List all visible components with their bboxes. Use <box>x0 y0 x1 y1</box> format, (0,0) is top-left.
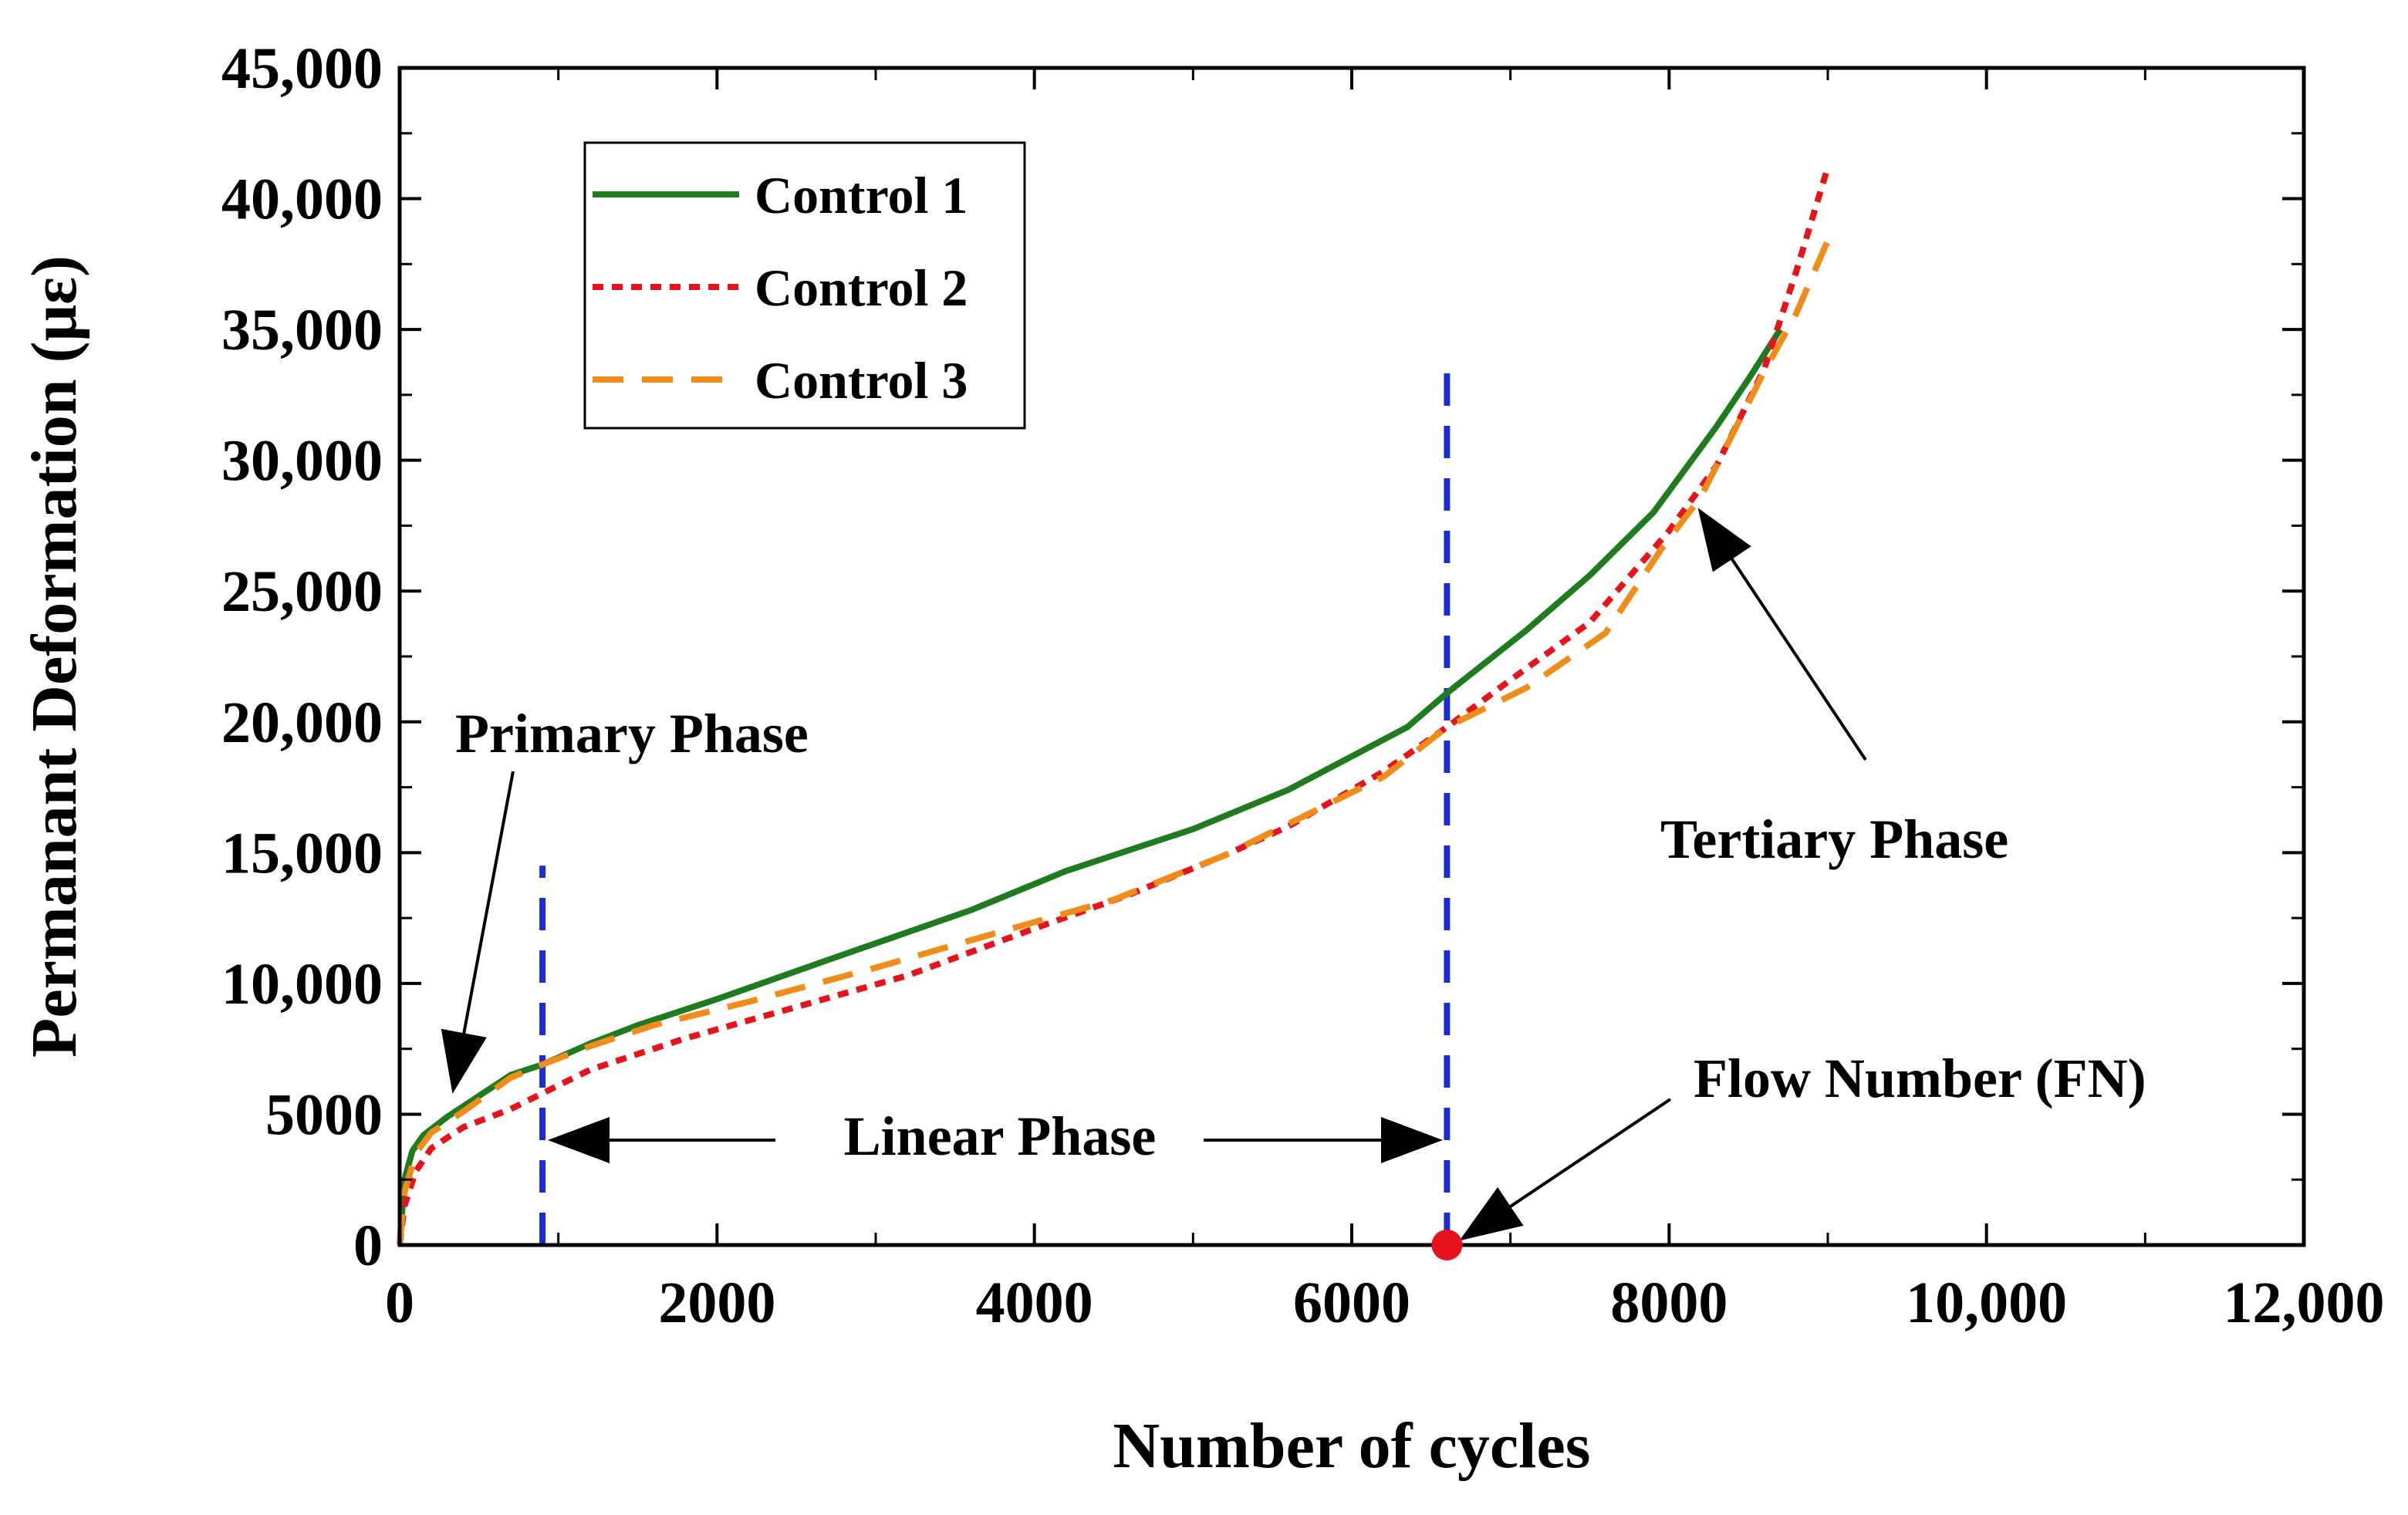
y-tick-label: 40,000 <box>221 167 383 232</box>
ticks-layer <box>398 66 2305 1247</box>
annotation-tertiary-arrow <box>1697 508 1867 761</box>
y-tick-label: 10,000 <box>221 952 383 1017</box>
x-tick-label: 0 <box>385 1270 414 1335</box>
y-tick-label: 0 <box>353 1213 383 1278</box>
reference-lines <box>539 356 1451 1245</box>
tick-labels-layer: 0 2000 4000 6000 8000 10,000 12,000 0 5000 10,000… <box>221 36 2385 1335</box>
x-tick-label: 4000 <box>976 1270 1093 1335</box>
x-tick-label: 2000 <box>658 1270 775 1335</box>
legend: Control 1 Control 2 Control 3 <box>583 141 1026 430</box>
y-tick-label: 35,000 <box>221 298 383 363</box>
annotation-tertiary-phase: Tertiary Phase <box>1660 808 2008 870</box>
y-tick-label: 20,000 <box>221 690 383 755</box>
annotations: Primary Phase Linear Phase Tertiary Phas… <box>441 508 2146 1241</box>
series-layer <box>397 166 1831 1246</box>
flow-number-marker <box>1431 1230 1463 1260</box>
y-tick-label: 25,000 <box>221 559 383 624</box>
legend-label-control-2: Control 2 <box>755 258 968 317</box>
x-tick-label: 12,000 <box>2224 1270 2385 1335</box>
y-axis-title: Permanant Deformation (με) <box>19 255 90 1058</box>
x-tick-label: 10,000 <box>1906 1270 2067 1335</box>
legend-label-control-3: Control 3 <box>755 351 968 410</box>
annotation-linear-phase: Linear Phase <box>844 1105 1157 1167</box>
y-tick-label: 45,000 <box>221 36 383 101</box>
series-line-control-3 <box>397 239 1831 1246</box>
flow-number-marker-layer <box>1431 1230 1463 1260</box>
y-tick-label: 15,000 <box>221 821 383 886</box>
annotation-primary-arrow <box>441 771 515 1094</box>
annotation-flow-number: Flow Number (FN) <box>1694 1048 2146 1109</box>
legend-label-control-1: Control 1 <box>755 166 968 224</box>
x-tick-label: 8000 <box>1610 1270 1727 1335</box>
annotation-primary-phase: Primary Phase <box>455 703 809 764</box>
y-tick-label: 5000 <box>265 1082 383 1147</box>
series-line-control-1 <box>397 327 1783 1246</box>
annotation-flow-number-arrow <box>1459 1098 1672 1241</box>
x-axis-title: Number of cycles <box>1113 1410 1591 1482</box>
x-tick-label: 6000 <box>1293 1270 1410 1335</box>
y-tick-label: 30,000 <box>221 429 383 494</box>
